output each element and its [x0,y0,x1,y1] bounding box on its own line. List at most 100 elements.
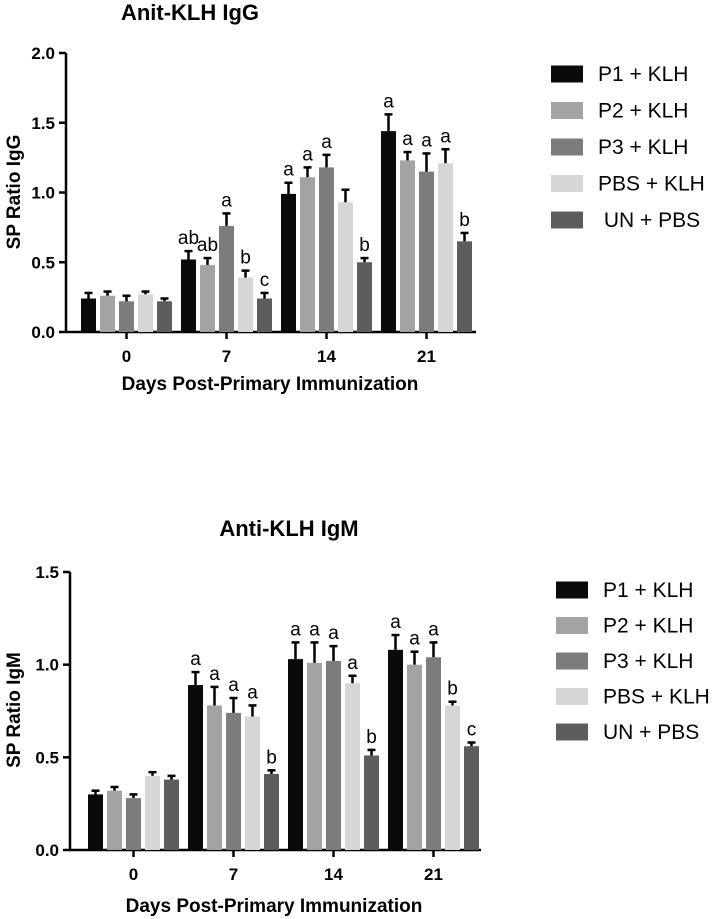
igg-bar [319,167,334,332]
igg-significance-letter: a [421,130,432,151]
igg-significance-letter: a [383,91,394,112]
igg-x-tick-label: 14 [317,347,336,366]
igg-legend-label: UN + PBS [598,209,700,232]
igg-bar [281,193,296,332]
igg-significance-letter: a [302,144,313,165]
igg-significance-letter: a [283,160,294,181]
igm-bar [345,683,360,850]
igm-legend-label: P2 + KLH [603,615,693,638]
igg-x-tick-label: 7 [222,347,231,366]
igm-bar [307,662,322,850]
igg-bar [157,301,172,332]
igm-bar [226,712,241,850]
igg-significance-letter: a [321,132,332,153]
igm-y-tick-label: 0.5 [35,748,59,767]
igg-significance-letter: c [260,270,270,291]
igg-bar [200,265,215,332]
igm-legend-swatch [556,688,588,705]
igm-significance-letter: b [266,747,277,768]
igg-bar [400,160,415,332]
igm-bar [88,794,103,850]
igg-legend-label: P2 + KLH [598,100,688,123]
igm-x-axis-label: Days Post-Primary Immunization [126,896,423,917]
igg-bar [81,298,96,332]
igm-bar [188,685,203,850]
igg-bar [119,301,134,332]
igm-bar [445,705,460,850]
igg-y-tick-label: 0.0 [31,323,55,342]
igm-legend-swatch [556,652,588,670]
igg-significance-letter: ab [197,235,218,256]
igg-chart-title: Anit-KLH IgG [121,0,259,25]
igg-significance-letter: b [459,210,470,231]
igm-significance-letter: a [247,682,258,703]
igm-significance-letter: a [290,619,301,640]
igm-x-tick-label: 21 [424,865,443,884]
igm-bar [364,755,379,850]
igg-legend-swatch [551,175,583,192]
igm-legend-label: P3 + KLH [603,650,693,673]
igg-y-tick-label: 2.0 [31,44,55,63]
igm-significance-letter: a [209,664,220,685]
igm-significance-letter: b [366,727,377,748]
igm-significance-letter: a [409,629,420,650]
igg-bar [419,171,434,332]
igm-bar [164,779,179,850]
igm-legend-label: PBS + KLH [603,686,710,709]
igm-y-tick-label: 1.0 [35,656,59,675]
igg-x-tick-label: 21 [417,347,436,366]
igg-significance-letter: a [402,129,413,150]
igg-significance-letter: ab [178,228,199,249]
igm-significance-letter: a [228,675,239,696]
igm-significance-letter: a [347,653,358,674]
igm-significance-letter: a [328,623,339,644]
igg-bar [100,295,115,332]
igg-chart: Anit-KLH IgG SP Ratio IgG Days Post-Prim… [4,0,705,395]
igg-bar [357,262,372,332]
igm-y-tick-label: 0.0 [35,841,59,860]
igm-legend-swatch [556,581,588,599]
igm-x-tick-label: 7 [229,865,238,884]
igm-legend-label: P1 + KLH [603,579,693,602]
igg-bar [438,163,453,332]
igm-bar [207,705,222,850]
igg-bar [381,131,396,332]
igg-legend-swatch [551,211,583,229]
igm-significance-letter: a [190,649,201,670]
igm-bar [426,657,441,850]
igg-bar [257,298,272,332]
igm-y-axis-label: SP Ratio IgM [4,652,25,768]
igm-bar [388,649,403,850]
igg-bar [181,259,196,332]
igm-x-tick-label: 14 [324,865,343,884]
igm-significance-letter: c [467,720,477,741]
igm-x-tick-label: 0 [129,865,138,884]
igg-legend-swatch [551,65,583,83]
igg-y-tick-label: 1.0 [31,184,55,203]
igg-bar [300,177,315,332]
igm-bar [264,774,279,850]
igg-legend-label: P3 + KLH [598,136,688,159]
igg-bar [219,225,234,332]
igg-legend-label: P1 + KLH [598,63,688,86]
igg-y-tick-label: 0.5 [31,253,55,272]
igm-y-tick-label: 1.5 [35,563,59,582]
igm-bar [464,746,479,850]
igg-legend-swatch [551,102,583,119]
igm-significance-letter: a [390,612,401,633]
igg-bar [238,277,253,332]
igg-legend-label: PBS + KLH [598,173,705,196]
igm-bar [145,775,160,850]
igm-bar [326,660,341,850]
igm-bar [288,659,303,850]
igg-y-axis-label: SP Ratio IgG [4,135,25,250]
igg-significance-letter: b [359,235,370,256]
igm-significance-letter: b [447,679,458,700]
igm-significance-letter: a [428,619,439,640]
igg-significance-letter: b [240,248,251,269]
igm-bar [107,790,122,850]
igg-x-axis-label: Days Post-Primary Immunization [122,374,419,395]
igm-bar [407,664,422,850]
igg-bar [457,241,472,332]
